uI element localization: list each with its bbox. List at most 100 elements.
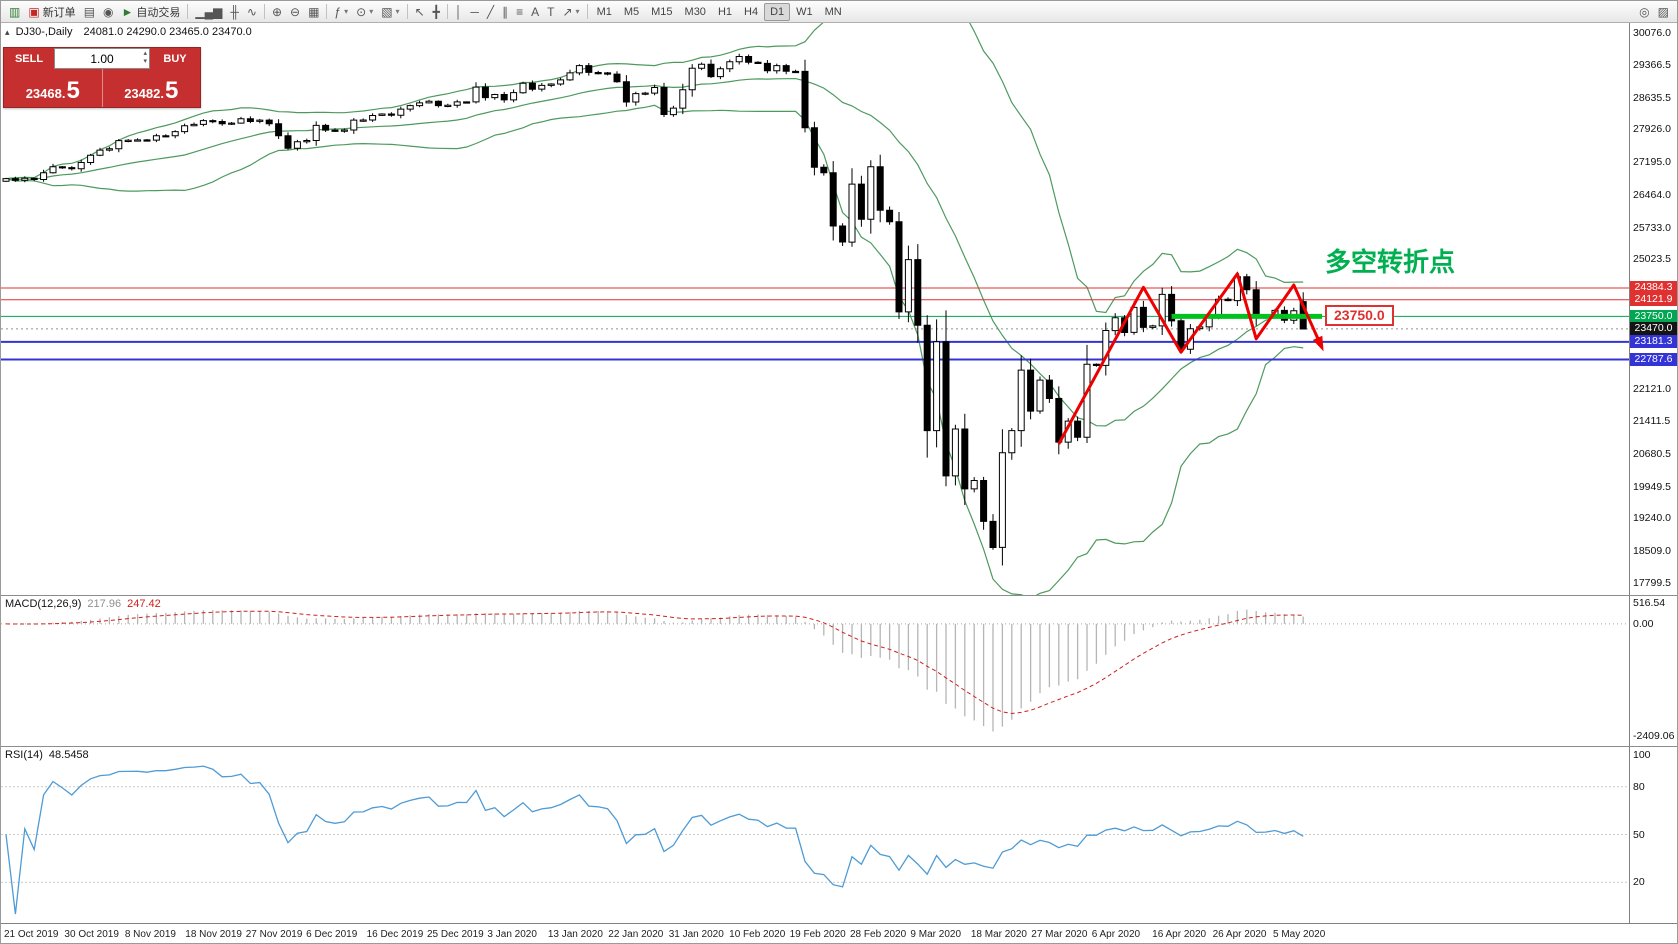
time-label: 22 Jan 2020 <box>608 929 664 940</box>
timeframe-mn-button[interactable]: MN <box>824 5 842 18</box>
rsi-plot[interactable]: RSI(14) 48.5458 <box>1 747 1629 923</box>
arrows-icon: ↗ <box>562 4 573 19</box>
rsi-axis-label: 80 <box>1633 780 1645 793</box>
rsi-name: RSI(14) <box>5 749 43 761</box>
toolbar-separator <box>326 4 328 19</box>
chart-canvas[interactable] <box>1 23 1629 595</box>
zoom-out-icon: ⊖ <box>290 4 301 19</box>
price-axis-label: 28635.5 <box>1633 91 1671 104</box>
candlestick-chart-button[interactable]: ╫ <box>226 3 243 21</box>
time-label: 13 Jan 2020 <box>547 929 603 940</box>
time-label: 31 Jan 2020 <box>668 929 724 940</box>
trendline-icon: ╱ <box>486 4 495 19</box>
new-order-button[interactable]: ▣ 新订单 <box>24 3 79 21</box>
macd-canvas[interactable] <box>1 596 1629 745</box>
rsi-label-row: RSI(14) 48.5458 <box>5 749 89 761</box>
periods-button[interactable]: ⊙ ▾ <box>352 3 377 21</box>
quick-nav-button[interactable]: ▨ <box>1654 3 1673 21</box>
annotation-text: 多空转折点 <box>1325 247 1456 277</box>
macd-name: MACD(12,26,9) <box>5 598 82 610</box>
volume-input[interactable]: 1.00 ▴ ▾ <box>54 48 150 69</box>
price-axis-label: 22121.0 <box>1633 383 1671 396</box>
macd-axis[interactable]: 516.54 0.00 -2409.06 <box>1629 596 1677 746</box>
volume-value: 1.00 <box>90 51 114 66</box>
spinner-down-icon[interactable]: ▾ <box>143 58 147 66</box>
sell-price-big-digit: 5 <box>66 77 80 104</box>
timeframe-h4-button[interactable]: H4 <box>744 5 759 18</box>
channel-button[interactable]: ∥ <box>498 3 512 21</box>
chart-plot[interactable]: ▴ DJ30-,Daily 24081.0 24290.0 23465.0 23… <box>1 23 1629 595</box>
caret-down-icon: ▾ <box>395 7 400 16</box>
price-chart-panel: ▴ DJ30-,Daily 24081.0 24290.0 23465.0 23… <box>1 23 1677 595</box>
time-axis[interactable]: 21 Oct 2019 30 Oct 2019 8 Nov 2019 18 Nov 2… <box>1 923 1677 943</box>
crosshair-button[interactable]: ╋ <box>429 3 444 21</box>
rsi-axis-label: 20 <box>1633 876 1645 889</box>
fibonacci-icon: ≡ <box>516 4 524 19</box>
bar-chart-button[interactable]: ▁▄▆ <box>191 3 226 21</box>
panel-separator[interactable] <box>1 595 1677 596</box>
label-button[interactable]: T <box>543 3 558 21</box>
ohlc-values: 24081.0 24290.0 23465.0 23470.0 <box>83 26 252 38</box>
sell-button[interactable]: SELL <box>4 48 54 69</box>
price-tag-22787.6: 22787.6 <box>1630 352 1677 366</box>
zoom-out-button[interactable]: ⊖ <box>286 3 304 21</box>
fibonacci-button[interactable]: ≡ <box>512 3 527 21</box>
quick-nav-icon: ▨ <box>1657 4 1669 19</box>
tile-windows-button[interactable]: ▦ <box>304 3 323 21</box>
timeframe-d1-button[interactable]: D1 <box>764 2 791 21</box>
search-icon: ◎ <box>1639 4 1650 19</box>
auto-trading-icon: ► <box>121 4 134 19</box>
price-axis-label: 30076.0 <box>1633 27 1671 40</box>
sell-price: 23468. 5 <box>4 69 102 107</box>
new-order-button-label: 新订单 <box>42 6 76 19</box>
horizontal-line-button[interactable]: ─ <box>466 3 483 21</box>
templates-button[interactable]: ▧ ▾ <box>377 3 403 21</box>
search-button[interactable]: ◎ <box>1635 3 1653 21</box>
rsi-panel: RSI(14) 48.5458 100 80 50 20 <box>1 747 1677 923</box>
buy-button[interactable]: BUY <box>150 48 200 69</box>
volume-spinner[interactable]: ▴ ▾ <box>143 50 147 67</box>
new-order-icon: ▣ <box>28 4 40 19</box>
time-label: 3 Jan 2020 <box>487 929 537 940</box>
rsi-canvas[interactable] <box>1 747 1629 922</box>
caret-down-icon: ▾ <box>344 7 349 16</box>
macd-axis-label: 516.54 <box>1633 597 1666 609</box>
auto-trading-button[interactable]: ► 自动交易 <box>118 3 185 21</box>
spinner-up-icon[interactable]: ▴ <box>143 50 147 57</box>
profile-button[interactable]: ▤ <box>80 3 99 21</box>
collapse-trade-panel-icon[interactable]: ▴ <box>5 27 10 37</box>
zoom-in-button[interactable]: ⊕ <box>268 3 286 21</box>
time-label: 6 Dec 2019 <box>306 929 358 940</box>
vertical-line-icon: │ <box>454 4 463 19</box>
timeframe-m15-button[interactable]: M15 <box>651 5 673 18</box>
time-label: 19 Feb 2020 <box>789 929 846 940</box>
buy-price: 23482. 5 <box>101 69 201 107</box>
timeframe-h1-button[interactable]: H1 <box>717 5 732 18</box>
timeframe-m5-button[interactable]: M5 <box>623 5 640 18</box>
sell-price-main: 23468. <box>25 85 66 101</box>
timeframe-w1-button[interactable]: W1 <box>796 5 813 18</box>
cursor-button[interactable]: ↖ <box>411 3 429 21</box>
horizontal-line-icon: ─ <box>470 4 479 19</box>
price-axis[interactable]: 30076.0 29366.5 28635.5 27926.0 27195.0 26464… <box>1629 23 1677 595</box>
panel-separator[interactable] <box>1 746 1677 747</box>
arrows-button[interactable]: ↗ ▾ <box>558 3 583 21</box>
time-label: 27 Mar 2020 <box>1031 929 1088 940</box>
channel-icon: ∥ <box>502 4 509 19</box>
timeframe-m30-button[interactable]: M30 <box>684 5 706 18</box>
vertical-line-button[interactable]: │ <box>451 3 467 21</box>
line-chart-button[interactable]: ∿ <box>243 3 261 21</box>
indicators-button[interactable]: ƒ ▾ <box>330 3 352 21</box>
rsi-axis[interactable]: 100 80 50 20 <box>1629 747 1677 923</box>
trendline-button[interactable]: ╱ <box>483 3 498 21</box>
text-button[interactable]: A <box>527 3 543 21</box>
help-button[interactable]: ◉ <box>99 3 117 21</box>
timeframe-m1-button[interactable]: M1 <box>596 5 612 18</box>
new-chart-button[interactable]: ▥ <box>5 3 24 21</box>
macd-plot[interactable]: MACD(12,26,9) 217.96 247.42 <box>1 596 1629 746</box>
price-axis-label: 20680.5 <box>1633 447 1671 460</box>
time-label: 26 Apr 2020 <box>1212 929 1267 940</box>
price-axis-label: 29366.5 <box>1633 58 1671 71</box>
toolbar-separator <box>187 4 189 19</box>
price-axis-label: 19240.0 <box>1633 512 1671 525</box>
